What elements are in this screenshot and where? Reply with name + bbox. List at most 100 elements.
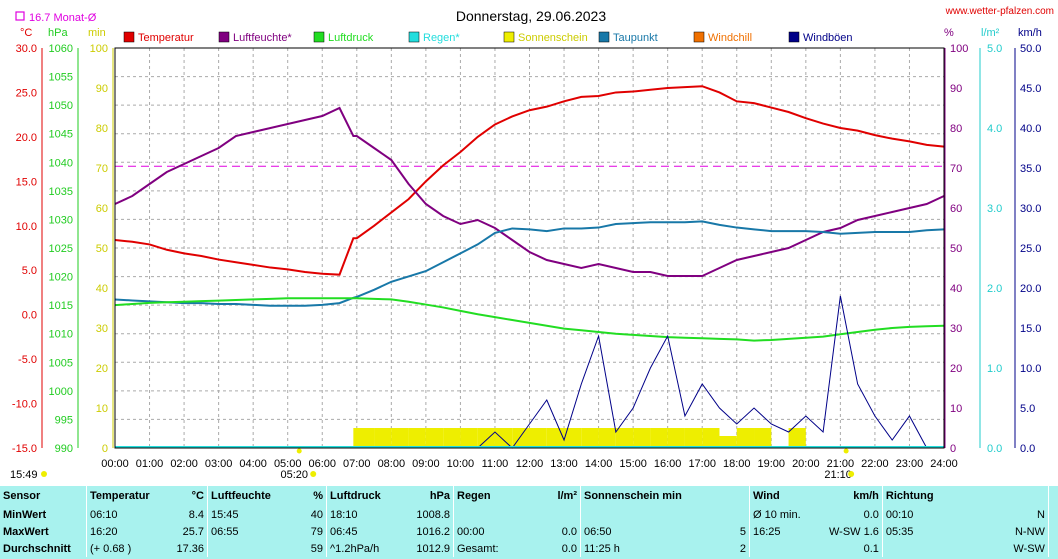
x-tick-label: 15:00 (619, 458, 647, 470)
sunshine-bar (408, 428, 426, 448)
hdr-hum-unit: % (288, 486, 327, 506)
pressure-tick-label: 1045 (49, 129, 73, 141)
pressure-tick-label: 1040 (49, 157, 73, 169)
sunrise-marker (296, 448, 302, 454)
legend-label: Windböen (803, 32, 853, 44)
avg-press-trend: ^1.2hPa/h (330, 542, 380, 555)
x-tick-label: 17:00 (688, 458, 716, 470)
legend-label: Regen* (423, 32, 460, 44)
legend-label: Windchill (708, 32, 752, 44)
sun-tick-label: 90 (96, 83, 108, 95)
pressure-tick-label: 990 (55, 443, 73, 455)
max-wind-value: W-SW 1.6 (825, 523, 883, 540)
legend-swatch (503, 31, 515, 43)
humidity-tick-label: 0 (950, 443, 956, 455)
rain-tick-label: 1.0 (987, 363, 1002, 375)
sunshine-bar (494, 428, 513, 448)
legend-swatch (123, 31, 135, 43)
temp-tick-label: 10.0 (16, 221, 37, 233)
sunshine-bar (529, 428, 547, 448)
sunshine-bar (356, 428, 375, 448)
avg-hum-value: 59 (288, 540, 327, 557)
sunshine-bar (736, 428, 755, 448)
max-press-value: 1016.2 (397, 523, 454, 540)
legend-swatch (313, 31, 325, 43)
total-rain-value: 0.0 (530, 540, 581, 557)
rain-tick-label: 0.0 (987, 443, 1002, 455)
x-tick-label: 07:00 (343, 458, 371, 470)
humidity-tick-label: 20 (950, 363, 962, 375)
axis-unit-label: min (88, 27, 106, 39)
hdr-wind: Wind (752, 490, 780, 502)
sun-tick-label: 10 (96, 403, 108, 415)
sunshine-bar (633, 428, 651, 448)
temp-tick-label: 20.0 (16, 132, 37, 144)
max-press-time: 06:45 (330, 525, 358, 538)
x-tick-label: 16:00 (654, 458, 682, 470)
temp-tick-label: 15.0 (16, 176, 37, 188)
sunshine-bar (477, 428, 495, 448)
min-temp-value: 8.4 (163, 506, 208, 523)
plot-frame (114, 47, 945, 449)
max-sun-time: 06:50 (584, 525, 612, 538)
hdr-rain: Regen (457, 490, 491, 502)
hdr-sun: Sonnenschein min (580, 486, 750, 506)
sunrise-icon (310, 471, 317, 477)
sunshine-bar (564, 428, 582, 448)
sunshine-bar (702, 428, 720, 448)
sun-tick-label: 70 (96, 163, 108, 175)
wind-tick-label: 20.0 (1020, 283, 1041, 295)
row-label: MinWert (0, 506, 87, 523)
rain-tick-label: 2.0 (987, 283, 1002, 295)
avg-wind-value: 0.1 (825, 540, 883, 557)
x-tick-label: 03:00 (205, 458, 233, 470)
pressure-tick-label: 1025 (49, 243, 73, 255)
x-tick-label: 00:00 (101, 458, 129, 470)
axis-unit-label: hPa (48, 27, 68, 39)
series-line-taupunkt (114, 220, 945, 307)
max-dir-value: N-NW (960, 523, 1049, 540)
min-press-value: 1008.8 (397, 506, 454, 523)
legend-swatch (788, 31, 800, 43)
max-temp-value: 25.7 (163, 523, 208, 540)
axis-unit-label: km/h (1018, 27, 1042, 39)
hdr-sensor: Sensor (0, 486, 87, 506)
pressure-tick-label: 1060 (49, 43, 73, 55)
x-tick-label: 21:00 (827, 458, 855, 470)
pressure-tick-label: 995 (55, 414, 73, 426)
site-link[interactable]: www.wetter-pfalzen.com (945, 6, 1054, 17)
pressure-tick-label: 1015 (49, 300, 73, 312)
x-tick-label: 10:00 (447, 458, 475, 470)
sun-tick-label: 50 (96, 243, 108, 255)
legend-label: Luftfeuchte* (233, 32, 292, 44)
sun-tick-label: 40 (96, 283, 108, 295)
temp-tick-label: 30.0 (16, 43, 37, 55)
pressure-tick-label: 1030 (49, 214, 73, 226)
sunshine-bar (391, 428, 409, 448)
avg-wind-time (749, 540, 826, 557)
sunshine-bar (615, 428, 634, 448)
x-tick-label: 14:00 (585, 458, 613, 470)
x-tick-label: 23:00 (896, 458, 924, 470)
pressure-tick-label: 1000 (49, 386, 73, 398)
monthly-avg-label: 16.7 Monat-Ø (29, 12, 97, 24)
hdr-rain-unit: l/m² (530, 486, 581, 506)
sun-tick-label: 0 (102, 443, 108, 455)
weather-chart: 30.0 25.0 20.0 15.0 10.0 5.0 0.0 -5.0 -10.0 -15.0… (10, 6, 1054, 481)
sunshine-bar (788, 428, 806, 448)
x-tick-label: 20:00 (792, 458, 820, 470)
legend-swatch (598, 31, 610, 43)
rain-tick-label: 3.0 (987, 203, 1002, 215)
series-line-luftfeuchte (114, 106, 945, 277)
humidity-tick-label: 30 (950, 323, 962, 335)
min-sun-time (581, 506, 711, 523)
temp-tick-label: -5.0 (18, 354, 37, 366)
sunshine-bar (581, 428, 599, 448)
sunshine-bar (374, 428, 392, 448)
now-label: 15:49 (10, 469, 38, 481)
axis-unit-label: % (944, 27, 954, 39)
sunshine-bar (650, 428, 668, 448)
max-rain-time: 00:00 (457, 525, 485, 538)
sunshine-bar (443, 428, 461, 448)
now-icon (41, 471, 47, 477)
